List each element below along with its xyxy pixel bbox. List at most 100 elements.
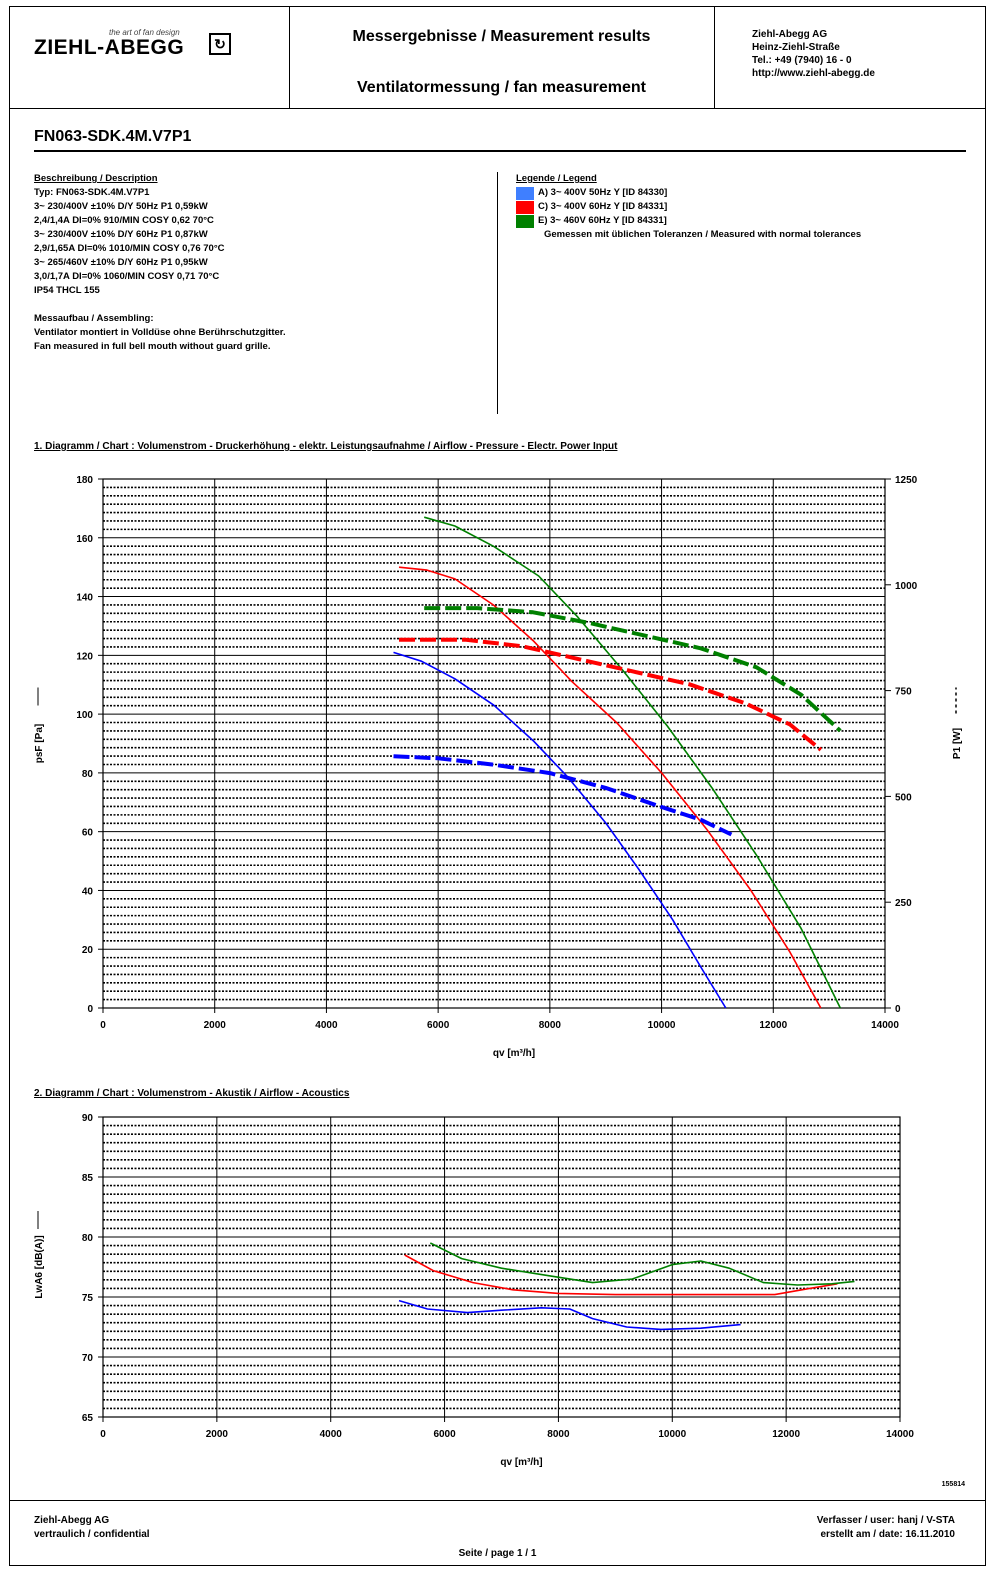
- x-tick-label: 10000: [648, 1020, 676, 1031]
- description-line: Fan measured in full bell mouth without …: [34, 341, 271, 352]
- x-tick-label: 14000: [871, 1020, 899, 1031]
- description-line: 2,9/1,65A DI=0% 1010/MIN COSY 0,76 70°C: [34, 243, 225, 254]
- address-cell: Ziehl-Abegg AG Heinz-Ziehl-Straße Tel.: …: [714, 6, 984, 108]
- x-tick-label: 10000: [658, 1429, 686, 1440]
- address-line: Heinz-Ziehl-Straße: [752, 42, 840, 53]
- logo-tagline: the art of fan design: [109, 28, 180, 37]
- document-subtitle: Ventilatormessung / fan measurement: [357, 79, 646, 96]
- description-line: IP54 THCL 155: [34, 285, 100, 296]
- legend-item: E) 3~ 460V 60Hz Y [ID 84331]: [516, 214, 861, 228]
- description-line: 2,4/1,4A DI=0% 910/MIN COSY 0,62 70°C: [34, 215, 214, 226]
- legend-note: Gemessen mit üblichen Toleranzen / Measu…: [544, 229, 862, 240]
- y-tick-label: 80: [82, 1233, 94, 1244]
- page-number: Seite / page 1 / 1: [458, 1548, 537, 1559]
- chart1: 0 2000 4000 6000 8000 10000 12000 1400002040608…: [34, 475, 963, 1059]
- y-axis-label: LwA6 [dB(A)]: [34, 1235, 45, 1298]
- document-number: 155814: [941, 1481, 965, 1488]
- description-line: 3,0/1,7A DI=0% 1060/MIN COSY 0,71 70°C: [34, 271, 220, 282]
- document-title: Messergebnisse / Measurement results: [352, 28, 651, 45]
- logo-text: ZIEHL-ABEGG: [34, 36, 185, 59]
- y-tick-label: 70: [82, 1353, 94, 1364]
- x-tick-label: 0: [100, 1429, 106, 1440]
- y2-axis-label: P1 [W]: [952, 728, 963, 759]
- column-divider: [497, 172, 498, 414]
- footer-confidential: vertraulich / confidential: [34, 1529, 150, 1540]
- series-pressure-2: [423, 516, 842, 1009]
- logo-icon: ↻: [209, 33, 231, 55]
- legend-label: A) 3~ 400V 50Hz Y [ID 84330]: [538, 187, 668, 198]
- title-cell: Messergebnisse / Measurement results Ven…: [289, 6, 715, 108]
- x-axis-label: qv [m³/h]: [493, 1048, 535, 1059]
- series-power-5: [424, 606, 842, 733]
- y-tick-label: 160: [76, 534, 93, 545]
- description-block: Beschreibung / Description Typ: FN063-SD…: [34, 172, 286, 354]
- legend-item: C) 3~ 400V 60Hz Y [ID 84331]: [516, 200, 861, 214]
- logo-cell: the art of fan design ZIEHL-ABEGG ↻: [9, 6, 290, 108]
- chart2-title: 2. Diagramm / Chart : Volumenstrom - Aku…: [34, 1088, 350, 1099]
- x-tick-label: 6000: [427, 1020, 450, 1031]
- legend-label: C) 3~ 400V 60Hz Y [ID 84331]: [538, 201, 668, 212]
- series-acoustic-0: [398, 1299, 741, 1331]
- company-address: Ziehl-Abegg AG Heinz-Ziehl-Straße Tel.: …: [752, 28, 875, 80]
- series-pressure-1: [398, 566, 822, 1009]
- y-tick-label: 80: [82, 769, 94, 780]
- model-title: FN063-SDK.4M.V7P1: [34, 128, 192, 145]
- series-acoustic-1: [404, 1254, 838, 1296]
- footer-right: Verfasser / user: hanj / V-STA erstellt …: [817, 1514, 955, 1542]
- y-tick-label: 100: [76, 710, 93, 721]
- y2-tick-label: 0: [895, 1004, 901, 1015]
- x-tick-label: 12000: [772, 1429, 800, 1440]
- address-line: Ziehl-Abegg AG: [752, 29, 828, 40]
- page-frame: [9, 6, 986, 1566]
- series-power-3: [393, 754, 733, 837]
- y-tick-label: 120: [76, 651, 93, 662]
- plot-frame: [102, 478, 886, 1009]
- y-tick-label: 85: [82, 1173, 94, 1184]
- x-axis-label: qv [m³/h]: [500, 1457, 542, 1468]
- description-heading: Beschreibung / Description: [34, 173, 158, 184]
- footer-user: Verfasser / user: hanj / V-STA: [816, 1515, 955, 1526]
- footer-rule: [9, 1500, 986, 1501]
- y2-tick-label: 1250: [895, 475, 918, 486]
- legend-label: E) 3~ 460V 60Hz Y [ID 84331]: [538, 215, 667, 226]
- legend-swatch: [516, 215, 534, 228]
- header: the art of fan design ZIEHL-ABEGG ↻ Mess…: [9, 6, 986, 109]
- x-tick-label: 2000: [206, 1429, 229, 1440]
- y-tick-label: 90: [82, 1113, 94, 1124]
- chart1-title: 1. Diagramm / Chart : Volumenstrom - Dru…: [34, 441, 618, 452]
- description-line: Typ: FN063-SDK.4M.V7P1: [34, 187, 150, 198]
- y2-tick-label: 750: [895, 687, 912, 698]
- description-line: 3~ 265/460V ±10% D/Y 60Hz P1 0,95kW: [34, 257, 208, 268]
- x-tick-label: 0: [100, 1020, 106, 1031]
- x-tick-label: 2000: [204, 1020, 227, 1031]
- y-tick-label: 40: [82, 886, 94, 897]
- chart2: 0 2000 4000 6000 8000 10000 12000 14000 65 70 75 80…: [34, 1113, 914, 1468]
- x-tick-label: 12000: [759, 1020, 787, 1031]
- y2-tick-label: 250: [895, 898, 912, 909]
- y-tick-label: 140: [76, 593, 93, 604]
- y-axis-label: psF [Pa]: [34, 724, 45, 763]
- address-line: Tel.: +49 (7940) 16 - 0: [752, 55, 852, 66]
- legend-swatch: [516, 187, 534, 200]
- x-tick-label: 8000: [547, 1429, 570, 1440]
- address-line[interactable]: http://www.ziehl-abegg.de: [752, 68, 875, 79]
- legend-heading: Legende / Legend: [516, 173, 597, 184]
- x-tick-label: 4000: [315, 1020, 338, 1031]
- plot-frame: [102, 1116, 901, 1418]
- y-tick-label: 0: [87, 1004, 93, 1015]
- y-tick-label: 75: [82, 1293, 94, 1304]
- legend-item: A) 3~ 400V 50Hz Y [ID 84330]: [516, 186, 861, 200]
- x-tick-label: 14000: [886, 1429, 914, 1440]
- description-line: Ventilator montiert in Volldüse ohne Ber…: [34, 327, 286, 338]
- series-acoustic-2: [429, 1242, 855, 1286]
- y-tick-label: 60: [82, 828, 94, 839]
- series-power-4: [399, 637, 823, 752]
- x-tick-label: 6000: [433, 1429, 456, 1440]
- legend: Legende / Legend A) 3~ 400V 50Hz Y [ID 8…: [516, 172, 861, 242]
- y2-tick-label: 1000: [895, 581, 918, 592]
- y-tick-label: 180: [76, 475, 93, 486]
- model-rule: [34, 150, 966, 152]
- x-tick-label: 4000: [320, 1429, 343, 1440]
- description-line: 3~ 230/400V ±10% D/Y 60Hz P1 0,87kW: [34, 229, 208, 240]
- footer-date: erstellt am / date: 16.11.2010: [820, 1529, 955, 1540]
